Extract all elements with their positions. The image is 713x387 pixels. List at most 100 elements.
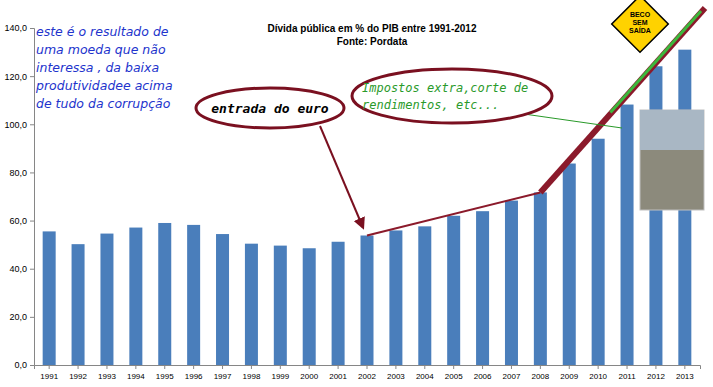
x-tick-mark bbox=[424, 365, 425, 369]
x-tick-mark bbox=[684, 365, 685, 369]
sign-text: SAÍDA bbox=[629, 26, 651, 34]
x-tick-label: 1999 bbox=[271, 372, 289, 381]
y-tick: 20,0 bbox=[9, 312, 34, 322]
bar bbox=[245, 244, 258, 365]
x-tick-label: 2011 bbox=[618, 372, 636, 381]
y-tick-label: 0,0 bbox=[14, 360, 27, 370]
chart: 0,020,040,060,080,0100,0120,0140,0199119… bbox=[0, 0, 713, 387]
x-tick: 1999 bbox=[271, 365, 289, 381]
x-tick-label: 2013 bbox=[676, 372, 694, 381]
x-tick-mark bbox=[135, 365, 136, 369]
x-tick-label: 2001 bbox=[329, 372, 347, 381]
x-tick-label: 2005 bbox=[445, 372, 463, 381]
x-tick-label: 2010 bbox=[589, 372, 607, 381]
x-tick: 1995 bbox=[156, 365, 174, 381]
x-tick-mark bbox=[222, 365, 223, 369]
y-tick: 100,0 bbox=[4, 120, 34, 130]
bar bbox=[43, 231, 56, 365]
y-tick: 40,0 bbox=[9, 264, 34, 274]
bar bbox=[158, 223, 171, 365]
x-tick-mark bbox=[78, 365, 79, 369]
y-tick-mark bbox=[30, 172, 34, 173]
x-tick-mark bbox=[338, 365, 339, 369]
x-tick-mark bbox=[164, 365, 165, 369]
bar bbox=[303, 248, 316, 365]
measures-text: Impostos extra,corte de bbox=[362, 81, 528, 95]
comment-text: este é o resultado de bbox=[36, 24, 169, 39]
y-tick-mark bbox=[30, 28, 34, 29]
sign-text: BECO bbox=[630, 11, 651, 18]
comment-text: interessa , da baixa bbox=[36, 60, 159, 75]
plot: 0,020,040,060,080,0100,0120,0140,0199119… bbox=[4, 23, 700, 381]
comment-text: uma moeda que não bbox=[36, 42, 166, 57]
x-tick-mark bbox=[309, 365, 310, 369]
y-axis-line bbox=[30, 29, 35, 366]
x-tick-label: 2000 bbox=[300, 372, 318, 381]
sign-text: SEM bbox=[632, 19, 647, 26]
bar bbox=[418, 226, 431, 365]
bar bbox=[274, 246, 287, 365]
y-tick-mark bbox=[30, 221, 34, 222]
x-tick: 1998 bbox=[243, 365, 261, 381]
x-tick: 1996 bbox=[185, 365, 203, 381]
y-tick: 0,0 bbox=[14, 360, 34, 370]
x-tick: 1992 bbox=[69, 365, 87, 381]
x-tick-label: 2003 bbox=[387, 372, 405, 381]
x-tick: 2010 bbox=[589, 365, 607, 381]
y-axis: 0,020,040,060,080,0100,0120,0140,0 bbox=[4, 23, 34, 370]
y-tick-label: 60,0 bbox=[9, 216, 27, 226]
x-tick: 2012 bbox=[647, 365, 665, 381]
bar bbox=[447, 216, 460, 365]
x-tick-mark bbox=[49, 365, 50, 369]
x-tick-mark bbox=[655, 365, 656, 369]
y-tick-mark bbox=[30, 365, 34, 366]
x-tick-mark bbox=[569, 365, 570, 369]
x-tick: 2013 bbox=[676, 365, 694, 381]
photo bbox=[640, 110, 704, 210]
bar bbox=[621, 105, 634, 365]
bar bbox=[505, 201, 518, 365]
y-tick: 60,0 bbox=[9, 216, 34, 226]
x-tick-mark bbox=[193, 365, 194, 369]
x-tick-label: 1997 bbox=[214, 372, 232, 381]
x-tick-label: 1995 bbox=[156, 372, 174, 381]
x-tick-label: 2002 bbox=[358, 372, 376, 381]
x-tick-label: 2006 bbox=[474, 372, 492, 381]
y-tick-mark bbox=[30, 124, 34, 125]
x-tick-mark bbox=[482, 365, 483, 369]
x-tick: 2007 bbox=[503, 365, 521, 381]
y-tick: 120,0 bbox=[4, 72, 34, 82]
x-tick: 2002 bbox=[358, 365, 376, 381]
x-tick-label: 1992 bbox=[69, 372, 87, 381]
x-tick: 2003 bbox=[387, 365, 405, 381]
x-tick-mark bbox=[395, 365, 396, 369]
x-tick-mark bbox=[540, 365, 541, 369]
bar bbox=[332, 242, 345, 365]
bar bbox=[476, 211, 489, 365]
x-tick: 2006 bbox=[474, 365, 492, 381]
euro-arrow bbox=[320, 126, 363, 227]
x-tick-label: 2007 bbox=[503, 372, 521, 381]
bar bbox=[216, 234, 229, 365]
x-tick-label: 2009 bbox=[560, 372, 578, 381]
x-tick-mark bbox=[453, 365, 454, 369]
x-tick: 2001 bbox=[329, 365, 347, 381]
x-tick-mark bbox=[367, 365, 368, 369]
x-tick: 1991 bbox=[40, 365, 58, 381]
measures-ellipse bbox=[352, 69, 552, 123]
bar bbox=[72, 244, 85, 365]
x-tick-label: 1998 bbox=[243, 372, 261, 381]
x-tick-label: 1993 bbox=[98, 372, 116, 381]
x-tick: 2011 bbox=[618, 365, 636, 381]
comment-text: de tudo da corrupção bbox=[36, 96, 171, 111]
x-tick-mark bbox=[598, 365, 599, 369]
x-tick-mark bbox=[627, 365, 628, 369]
sign bbox=[612, 0, 669, 52]
x-tick-label: 2008 bbox=[531, 372, 549, 381]
x-tick: 2008 bbox=[531, 365, 549, 381]
bar bbox=[592, 139, 605, 365]
y-tick-mark bbox=[30, 76, 34, 77]
x-tick: 1993 bbox=[98, 365, 116, 381]
comment-text: produtividadee acima bbox=[35, 78, 173, 93]
y-tick: 80,0 bbox=[9, 168, 34, 178]
